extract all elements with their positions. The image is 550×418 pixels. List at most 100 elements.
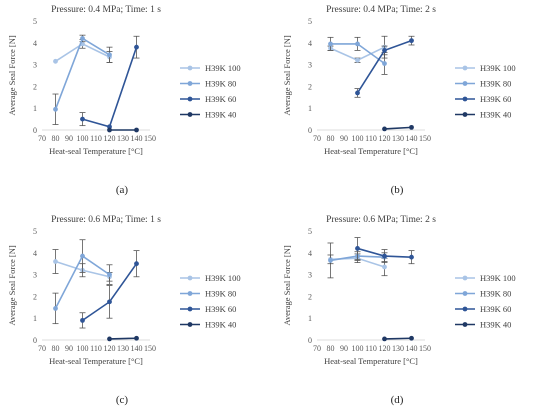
x-tick-label: 100: [352, 134, 364, 143]
chart-panel-b: Pressure: 0.4 MPa; Time: 2 s 0 1 2 3 4 5 70 80 90…: [282, 5, 516, 196]
y-tick-label: 2: [308, 82, 312, 91]
data-point: [382, 336, 387, 342]
data-point: [80, 116, 85, 122]
y-axis-label: Average Seal Force [N]: [7, 245, 17, 325]
data-point: [53, 305, 58, 311]
data-point: [53, 106, 58, 112]
x-axis-label: Heat-seal Temperature [°C]: [49, 356, 143, 366]
chart-title: Pressure: 0.6 MPa; Time: 1 s: [51, 215, 161, 225]
x-tick-label: 150: [419, 134, 431, 143]
y-tick-label: 0: [308, 126, 312, 135]
legend-label: H39K 80: [480, 79, 511, 89]
data-point: [107, 127, 112, 133]
data-point: [134, 261, 139, 267]
x-tick-label: 100: [77, 134, 89, 143]
x-tick-label: 150: [144, 344, 156, 353]
legend-marker: [187, 65, 193, 71]
data-point: [409, 124, 414, 130]
chart-title: Pressure: 0.4 MPa; Time: 1 s: [51, 5, 161, 15]
y-tick-label: 0: [308, 336, 312, 345]
legend-marker: [187, 112, 193, 117]
series-h39k-60: [79, 250, 140, 329]
legend-marker: [187, 81, 193, 86]
y-tick-label: 1: [33, 314, 37, 323]
legend-marker: [187, 291, 193, 296]
series-line: [109, 337, 137, 340]
chart-title: Pressure: 0.6 MPa; Time: 2 s: [326, 215, 436, 225]
y-axis-label: Average Seal Force [N]: [7, 35, 17, 115]
series-line: [384, 337, 412, 340]
legend-label: H39K 40: [480, 110, 511, 120]
y-tick-label: 2: [308, 292, 312, 301]
data-point: [107, 299, 112, 305]
x-tick-label: 70: [38, 344, 46, 353]
y-tick-label: 4: [308, 39, 312, 48]
data-point: [409, 38, 414, 44]
y-tick-label: 2: [33, 292, 37, 301]
panel-caption: (d): [391, 394, 404, 406]
x-axis-label: Heat-seal Temperature [°C]: [324, 356, 418, 366]
x-tick-label: 130: [117, 134, 129, 143]
y-tick-label: 3: [33, 271, 37, 280]
data-point: [53, 58, 58, 64]
legend-marker: [187, 96, 193, 102]
x-tick-label: 110: [365, 134, 377, 143]
data-point: [355, 90, 360, 96]
legend-label: H39K 60: [480, 304, 511, 314]
x-tick-label: 110: [90, 344, 102, 353]
data-point: [355, 246, 360, 251]
x-tick-label: 70: [313, 344, 321, 353]
y-tick-label: 5: [308, 227, 312, 236]
data-point: [382, 253, 387, 259]
legend-label: H39K 100: [480, 63, 516, 73]
y-tick-label: 0: [33, 126, 37, 135]
series-h39k-80: [52, 34, 113, 125]
x-tick-label: 140: [406, 344, 418, 353]
y-tick-label: 5: [33, 17, 37, 26]
y-axis-label: Average Seal Force [N]: [282, 245, 292, 325]
legend-marker: [187, 275, 193, 281]
data-point: [134, 127, 139, 133]
data-point: [355, 57, 360, 63]
x-tick-label: 140: [406, 134, 418, 143]
data-point: [382, 126, 387, 132]
data-point: [80, 317, 85, 323]
chart-panel-c: Pressure: 0.6 MPa; Time: 1 s 0 1 2 3 4 5 70 80 90…: [7, 215, 241, 406]
y-tick-label: 4: [33, 39, 37, 48]
y-tick-label: 5: [308, 17, 312, 26]
series-line: [384, 126, 412, 130]
data-point: [409, 254, 414, 260]
panel-caption: (a): [116, 184, 129, 196]
legend-marker: [462, 275, 468, 281]
x-tick-label: 150: [144, 134, 156, 143]
x-tick-label: 140: [131, 344, 143, 353]
series-h39k-40: [382, 335, 414, 342]
x-tick-label: 70: [38, 134, 46, 143]
chart-panel-d: Pressure: 0.6 MPa; Time: 2 s 0 1 2 3 4 5 70 80 90…: [282, 215, 516, 406]
chart-panel-a: Pressure: 0.4 MPa; Time: 1 s 0 1 2 3 4 5 70 80 90…: [7, 5, 241, 196]
legend-marker: [462, 306, 468, 312]
legend-label: H39K 100: [480, 273, 516, 283]
x-tick-label: 90: [65, 344, 73, 353]
x-tick-label: 120: [379, 134, 391, 143]
x-tick-label: 80: [327, 134, 335, 143]
series-h39k-60: [79, 35, 140, 130]
y-tick-label: 2: [33, 82, 37, 91]
x-tick-label: 130: [392, 344, 404, 353]
data-point: [355, 41, 360, 47]
data-point: [107, 272, 112, 277]
data-point: [409, 335, 414, 341]
y-tick-label: 1: [33, 104, 37, 113]
series-h39k-80: [52, 239, 113, 325]
data-point: [53, 259, 58, 264]
data-point: [328, 41, 333, 47]
x-tick-label: 80: [327, 344, 335, 353]
x-tick-label: 70: [313, 134, 321, 143]
legend-label: H39K 40: [480, 320, 511, 330]
x-tick-label: 90: [340, 344, 348, 353]
y-tick-label: 4: [33, 249, 37, 258]
y-tick-label: 3: [308, 61, 312, 70]
x-tick-label: 130: [117, 344, 129, 353]
legend-marker: [462, 322, 468, 327]
